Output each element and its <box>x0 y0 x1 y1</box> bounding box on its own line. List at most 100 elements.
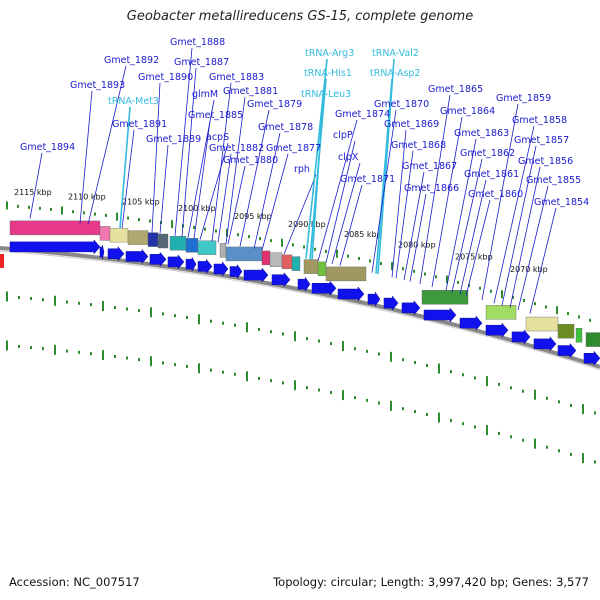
lower-tick <box>546 396 548 400</box>
gene-label: Gmet_1864 <box>440 106 495 117</box>
gene-arrow <box>149 251 167 267</box>
feature-block <box>261 250 271 266</box>
gene-arrow <box>511 329 531 345</box>
leader-line <box>395 150 414 279</box>
lower-tick-2 <box>54 344 56 355</box>
lower-tick <box>594 411 596 415</box>
lower-tick <box>318 339 320 343</box>
gene-label: tRNA-Val2 <box>372 48 419 59</box>
lower-tick-2 <box>198 363 200 374</box>
feature-block <box>157 233 169 249</box>
lower-tick <box>474 376 476 380</box>
lower-tick <box>186 315 188 319</box>
leader-line <box>445 138 477 291</box>
lower-tick-2 <box>186 364 188 368</box>
outer-tick <box>578 315 580 319</box>
gene-label: Gmet_1885 <box>188 110 243 121</box>
outer-tick <box>248 235 250 239</box>
outer-tick <box>50 207 52 211</box>
lower-tick <box>282 332 284 336</box>
gene-label: tRNA-Asp2 <box>370 68 420 79</box>
outer-tick <box>347 254 349 258</box>
lower-tick <box>174 314 176 318</box>
gene-label: Gmet_1859 <box>496 93 551 104</box>
gene-label: Gmet_1860 <box>468 189 523 200</box>
leader-line <box>403 171 425 281</box>
gene-arrow <box>185 256 197 273</box>
gene-arrow <box>197 258 213 275</box>
lower-tick-2 <box>330 391 332 395</box>
outer-tick <box>512 295 514 299</box>
lower-tick-2 <box>390 400 392 411</box>
genome-summary-text: Topology: circular; Length: 3,997,420 bp… <box>273 575 589 589</box>
leader-line <box>529 207 557 314</box>
gene-label: Gmet_1892 <box>104 55 159 66</box>
lower-tick-2 <box>594 460 596 464</box>
leader-line <box>317 119 358 262</box>
gene-label: Gmet_1856 <box>518 156 573 167</box>
lower-tick-2 <box>570 452 572 456</box>
lower-tick-2 <box>90 352 92 356</box>
leader-line <box>121 129 135 229</box>
leader-line <box>181 67 197 237</box>
gene-label: Gmet_1857 <box>514 135 569 146</box>
gene-label: Gmet_1868 <box>391 140 446 151</box>
gene-arrow <box>383 295 399 311</box>
lower-tick <box>66 300 68 304</box>
lower-tick-2 <box>318 388 320 392</box>
feature-block <box>225 246 263 262</box>
leader-line <box>371 109 397 273</box>
gene-arrow <box>485 322 509 338</box>
leader-line <box>331 162 361 265</box>
lower-tick-2 <box>150 356 152 367</box>
outer-tick <box>226 228 228 237</box>
lower-tick-2 <box>294 380 296 391</box>
lower-tick <box>150 307 152 318</box>
outer-tick <box>149 219 151 223</box>
outer-tick <box>325 249 327 253</box>
lower-tick-2 <box>234 372 236 376</box>
lower-tick <box>198 314 200 325</box>
lower-tick <box>354 347 356 351</box>
lower-tick <box>570 403 572 407</box>
feature-block <box>325 266 367 282</box>
lower-tick <box>378 352 380 356</box>
lower-tick-2 <box>222 370 224 374</box>
lower-tick <box>138 309 140 313</box>
lower-tick-2 <box>426 413 428 417</box>
label-leaders <box>29 47 557 314</box>
outer-tick <box>358 257 360 261</box>
lower-tick-2 <box>414 410 416 414</box>
leader-line <box>193 120 211 239</box>
lower-tick-2 <box>114 354 116 358</box>
lower-tick <box>258 327 260 331</box>
lower-tick-2 <box>498 431 500 435</box>
gene-label: Gmet_1889 <box>146 134 201 145</box>
backbone-shadow <box>0 250 600 371</box>
feature-block <box>557 324 575 339</box>
gene-arrow <box>459 315 483 331</box>
leader-line <box>419 94 451 285</box>
gene-label: Gmet_1883 <box>209 72 264 83</box>
feature-block <box>525 316 559 332</box>
lower-tick-2 <box>366 398 368 402</box>
outer-tick <box>391 262 393 271</box>
lower-tick <box>510 386 512 390</box>
lower-tick-2 <box>174 363 176 367</box>
lower-tick-2 <box>546 445 548 449</box>
lower-tick-2 <box>210 368 212 372</box>
leader-line <box>159 144 169 234</box>
gene-label: Gmet_1866 <box>404 183 459 194</box>
outer-tick <box>457 280 459 284</box>
lower-tick-2 <box>162 361 164 365</box>
outer-tick <box>567 312 569 316</box>
leader-line <box>225 96 246 244</box>
lower-tick-2 <box>246 371 248 382</box>
outer-tick <box>589 318 591 322</box>
lower-tick <box>18 295 20 299</box>
gene-label: glmM <box>192 89 218 100</box>
lower-tick-2 <box>342 390 344 401</box>
lower-tick <box>498 382 500 386</box>
lower-tick <box>582 404 584 415</box>
lower-tick-2 <box>486 425 488 436</box>
